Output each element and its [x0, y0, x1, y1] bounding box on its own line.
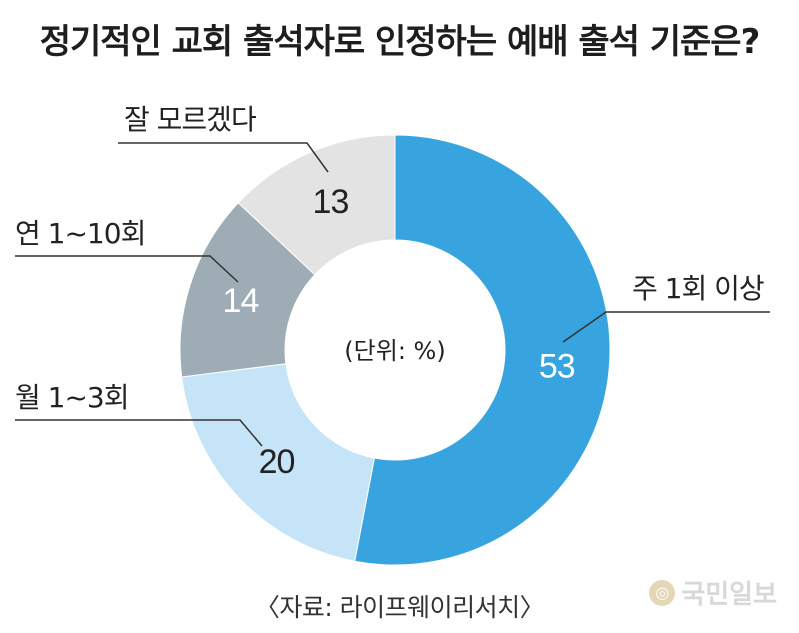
center-unit-label: (단위: %)	[344, 337, 445, 365]
chart-title: 정기적인 교회 출석자로 인정하는 예배 출석 기준은?	[39, 22, 761, 62]
slice-value-label-3: 14	[223, 282, 259, 320]
leader-line-2	[15, 419, 263, 447]
slice-value-label-1: 53	[539, 347, 575, 385]
slice-category-label-2: 월 1~3회	[15, 381, 129, 414]
publisher-logo: ◎ 국민일보	[649, 574, 777, 611]
slice-value-label-2: 20	[259, 443, 295, 481]
slice-category-label-3: 연 1~10회	[15, 217, 145, 250]
logo-text: 국민일보	[681, 580, 777, 610]
leader-line-1	[562, 311, 770, 343]
slice-category-label-4: 잘 모르겠다	[124, 103, 256, 136]
pie-slice-2	[181, 363, 375, 562]
pie-slice-4	[237, 134, 396, 276]
slice-category-label-1: 주 1회 이상	[632, 272, 764, 305]
logo-mark-icon: ◎	[649, 579, 676, 606]
pie-slice-1	[354, 134, 611, 566]
leader-line-3	[15, 255, 239, 283]
slice-value-label-4: 13	[313, 183, 349, 221]
leader-line-4	[118, 142, 329, 173]
source-note: 〈자료: 라이프웨이리서치〉	[254, 593, 545, 622]
